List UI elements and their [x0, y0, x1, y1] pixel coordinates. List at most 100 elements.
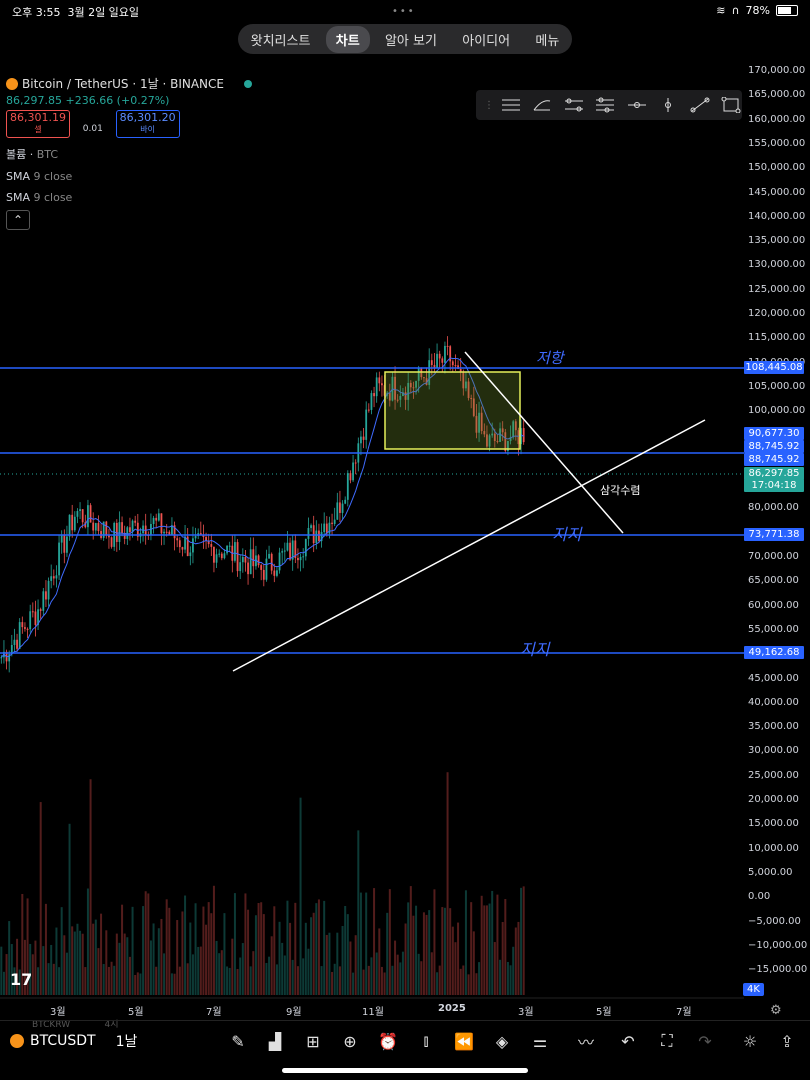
volume-bar: [102, 964, 105, 995]
candle-body: [115, 522, 118, 542]
drawing-toolbar: ⋮: [476, 90, 742, 120]
volume-bar: [244, 893, 247, 995]
rectangle-icon[interactable]: [721, 94, 743, 116]
layers-icon[interactable]: ◈: [495, 1031, 509, 1051]
candle-body: [430, 360, 433, 366]
volume-bar: [273, 906, 276, 995]
y-tick: 140,000.00: [748, 210, 806, 222]
buy-button[interactable]: 86,301.20 바이: [115, 110, 180, 138]
grid-icon[interactable]: ⊞: [306, 1031, 320, 1051]
chevron-up-icon: ⌃: [12, 213, 24, 227]
volume-bar: [349, 941, 352, 995]
pencil-icon[interactable]: ✎: [231, 1031, 245, 1051]
candles-icon[interactable]: ⫾: [423, 1031, 429, 1050]
candle-body: [462, 371, 465, 389]
pitchfork-icon[interactable]: [595, 94, 617, 116]
idea-icon[interactable]: ☼: [742, 1031, 758, 1051]
horizontal-ray-icon[interactable]: [626, 94, 648, 116]
candle-body: [29, 611, 32, 630]
candle-body: [152, 517, 155, 524]
multitask-dots[interactable]: •••: [392, 6, 416, 17]
candle-body: [486, 434, 488, 447]
undo-icon[interactable]: ↶: [621, 1031, 635, 1051]
candle-body: [249, 549, 252, 575]
volume-bar: [139, 973, 142, 995]
candle-body: [105, 521, 108, 536]
price-tag-support-49162: 49,162.68: [744, 646, 804, 659]
settings-sliders-icon[interactable]: ⚌: [532, 1031, 548, 1051]
volume-bar: [331, 971, 334, 995]
volume-bar: [294, 902, 297, 995]
indicator-sma-2[interactable]: SMA 9 close: [6, 191, 73, 204]
volume-bar: [357, 830, 360, 995]
candle-body: [55, 575, 58, 579]
volume-bar: [412, 915, 415, 995]
y-tick: 105,000.00: [748, 380, 806, 392]
volume-bar: [504, 899, 507, 995]
volume-bar: [333, 963, 336, 995]
candle-body: [415, 380, 417, 388]
compare-icon[interactable]: 〰: [577, 1033, 594, 1052]
y-tick: 55,000.00: [748, 623, 799, 635]
volume-bar: [60, 907, 63, 995]
candle-body: [509, 437, 512, 441]
candle-body: [155, 517, 158, 521]
volume-bar: [270, 936, 273, 995]
price-chart[interactable]: 저항 지지 지지 삼각수렴: [0, 60, 810, 1015]
chart-settings-gear-icon[interactable]: ⚙: [770, 1003, 782, 1018]
replay-icon[interactable]: ⏪: [454, 1031, 474, 1051]
candle-body: [349, 473, 352, 481]
volume-bar: [470, 902, 473, 995]
indicator-volume[interactable]: 볼륨 · BTC: [6, 148, 59, 161]
candle-body: [286, 542, 289, 551]
volume-bar: [443, 907, 446, 995]
candle-body: [514, 421, 517, 431]
candle-body: [178, 540, 181, 548]
volume-bar: [178, 966, 181, 995]
tab-menu[interactable]: 메뉴: [535, 33, 560, 49]
curve-icon[interactable]: [532, 94, 554, 116]
y-tick: 30,000.00: [748, 745, 799, 757]
candle-body: [441, 358, 444, 363]
volume-bar: [346, 914, 349, 995]
volume-bar: [302, 958, 305, 995]
fullscreen-icon[interactable]: ⛶: [661, 1031, 673, 1050]
trend-line-icon[interactable]: [689, 94, 711, 116]
candle-body: [257, 555, 260, 566]
chart-type-icon[interactable]: ▟: [268, 1031, 282, 1051]
candle-body: [102, 521, 105, 538]
collapse-legend-button[interactable]: ⌃: [6, 210, 30, 230]
alarm-icon[interactable]: ⏰: [378, 1031, 398, 1051]
tab-explore[interactable]: 알아 보기: [384, 33, 437, 49]
vertical-line-icon[interactable]: [658, 94, 680, 116]
candle-body: [478, 412, 480, 433]
volume-bar: [380, 966, 383, 995]
tab-ideas[interactable]: 아이디어: [462, 33, 511, 49]
redo-icon[interactable]: ↷: [698, 1031, 712, 1051]
indicator-sma-1[interactable]: SMA 9 close: [6, 170, 73, 183]
volume-bars: [0, 772, 525, 995]
candle-body: [118, 522, 121, 542]
volume-bar: [94, 919, 97, 995]
horizontal-lines-icon[interactable]: [500, 94, 522, 116]
candle-body: [171, 525, 173, 536]
drag-handle-icon[interactable]: ⋮: [484, 99, 494, 111]
sell-button[interactable]: 86,301.19 셀: [6, 110, 70, 138]
volume-bar: [415, 905, 418, 995]
symbol-title[interactable]: Bitcoin / TetherUS · 1날 · BINANCE: [6, 75, 252, 92]
interval-selector[interactable]: 1날: [115, 1034, 138, 1050]
parallel-channel-icon[interactable]: [563, 94, 585, 116]
volume-bar: [107, 966, 110, 995]
volume-bar: [265, 962, 268, 995]
share-icon[interactable]: ⇪: [780, 1031, 794, 1051]
tab-watchlist[interactable]: 왓치리스트: [250, 33, 311, 49]
top-nav: 왓치리스트 차트 알아 보기 아이디어 메뉴: [238, 24, 572, 54]
tab-chart[interactable]: 차트: [325, 25, 370, 53]
add-icon[interactable]: ⊕: [343, 1031, 357, 1051]
candle-body: [73, 516, 76, 531]
volume-bar: [454, 942, 457, 995]
candle-body: [37, 609, 39, 625]
volume-bar: [289, 922, 292, 995]
status-right: ≋ ∩ 78%: [716, 4, 798, 17]
symbol-selector[interactable]: BTCUSDT 1날: [10, 1031, 137, 1051]
